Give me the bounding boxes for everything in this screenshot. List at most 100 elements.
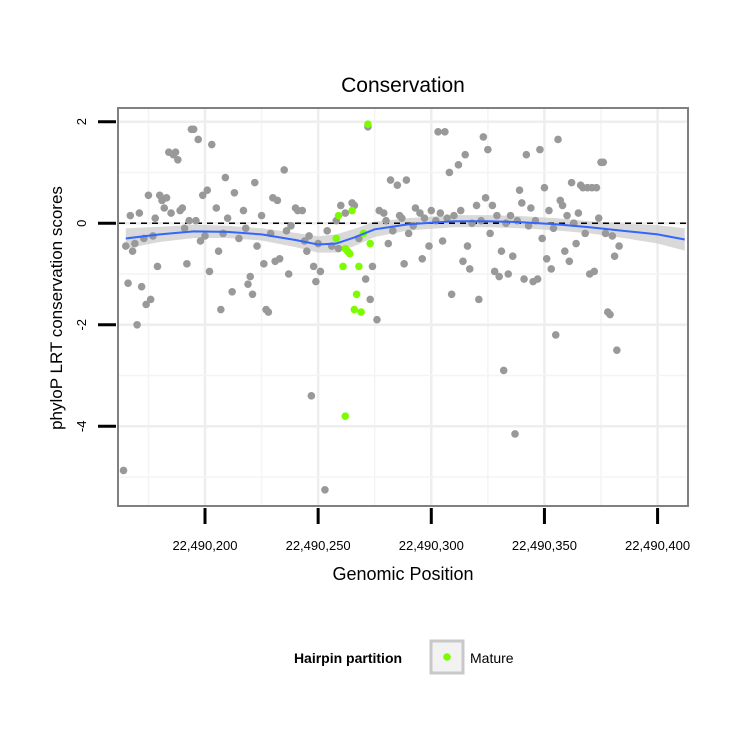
data-point-background — [241, 224, 250, 233]
data-point-background — [438, 237, 447, 245]
data-point-background — [275, 254, 284, 263]
chart-title: Conservation — [341, 74, 465, 97]
data-point-background — [334, 244, 343, 253]
data-point-mature — [332, 234, 341, 243]
data-point-background — [244, 280, 252, 288]
smooth-line — [125, 220, 685, 246]
data-point-background — [201, 232, 209, 240]
data-point-background — [606, 310, 614, 319]
data-point-mature — [364, 120, 372, 129]
data-point-background — [416, 209, 424, 217]
data-point-background — [287, 221, 295, 230]
data-point-background — [183, 260, 191, 268]
data-point-background — [551, 331, 560, 339]
data-point-mature — [348, 206, 356, 215]
data-point-background — [459, 257, 467, 266]
data-point-background — [207, 140, 216, 149]
data-point-background — [490, 267, 499, 276]
data-point-background — [592, 183, 601, 192]
data-point-background — [205, 267, 214, 276]
data-point-background — [461, 150, 470, 159]
data-point-background — [497, 247, 506, 255]
data-point-mature — [352, 290, 361, 299]
x-axis-label: Genomic Position — [332, 564, 473, 584]
data-point-background — [228, 287, 236, 296]
data-point-background — [563, 211, 571, 220]
data-point-background — [545, 206, 553, 215]
data-point-background — [393, 181, 402, 189]
data-point-background — [389, 227, 397, 235]
data-point-background — [441, 128, 449, 136]
data-point-background — [323, 227, 331, 235]
data-point-background — [171, 148, 180, 156]
data-point-background — [192, 216, 200, 225]
data-point-background — [398, 214, 406, 222]
data-point-background — [590, 267, 599, 276]
data-point-background — [402, 176, 411, 184]
data-point-background — [219, 229, 227, 238]
data-point-background — [180, 224, 189, 233]
data-point-background — [522, 150, 531, 159]
data-point-background — [533, 275, 542, 283]
data-point-background — [574, 209, 583, 217]
y-tick-label: 0 — [74, 220, 89, 227]
data-point-background — [174, 155, 182, 164]
data-point-background — [151, 214, 160, 222]
data-point-background — [178, 204, 187, 212]
data-point-background — [305, 232, 313, 240]
data-point-background — [404, 229, 413, 238]
data-point-background — [520, 275, 528, 283]
data-point-background — [511, 430, 519, 438]
data-point-background — [615, 242, 623, 250]
data-point-background — [479, 133, 488, 141]
data-point-background — [239, 206, 248, 215]
data-point-background — [194, 135, 203, 144]
data-point-background — [481, 194, 490, 202]
data-point-mature — [350, 305, 359, 314]
data-point-background — [445, 168, 454, 177]
data-point-background — [513, 216, 522, 225]
y-tick-label: 2 — [74, 118, 89, 125]
data-point-background — [443, 214, 451, 222]
data-point-background — [504, 270, 513, 278]
legend-mature-marker — [443, 653, 451, 661]
data-point-background — [475, 295, 483, 304]
data-point-background — [549, 224, 558, 233]
data-point-background — [198, 191, 207, 200]
data-point-background — [434, 128, 442, 136]
data-point-background — [341, 209, 350, 217]
data-point-background — [128, 247, 137, 255]
data-point-background — [144, 191, 153, 200]
data-point-background — [527, 204, 535, 212]
data-point-background — [312, 277, 320, 286]
data-point-background — [411, 204, 420, 212]
data-point-background — [572, 239, 580, 248]
data-point-background — [368, 262, 377, 271]
data-point-background — [542, 254, 551, 263]
data-point-background — [133, 320, 141, 329]
legend-title: Hairpin partition — [294, 650, 402, 666]
data-point-background — [153, 262, 162, 271]
data-point-background — [472, 201, 481, 210]
legend: Hairpin partition Mature — [294, 639, 514, 675]
data-point-background — [382, 216, 390, 225]
data-point-background — [303, 247, 311, 255]
data-point-background — [495, 272, 503, 281]
data-point-background — [484, 145, 492, 154]
data-point-background — [384, 239, 393, 248]
data-point-background — [581, 229, 589, 238]
data-point-background — [493, 211, 501, 220]
y-axis-ticks: 2 0 -2 -4 — [74, 118, 116, 432]
legend-entry-mature: Mature — [470, 650, 514, 666]
data-point-background — [196, 237, 205, 245]
data-point-background — [257, 211, 266, 220]
data-point-mature — [355, 262, 363, 271]
data-point-background — [223, 214, 232, 222]
data-point-background — [567, 178, 576, 187]
data-point-mature — [339, 262, 347, 271]
x-tick-label: 22,490,400 — [625, 538, 690, 553]
data-point-background — [420, 214, 429, 222]
data-point-background — [524, 221, 533, 230]
data-point-background — [185, 216, 193, 225]
